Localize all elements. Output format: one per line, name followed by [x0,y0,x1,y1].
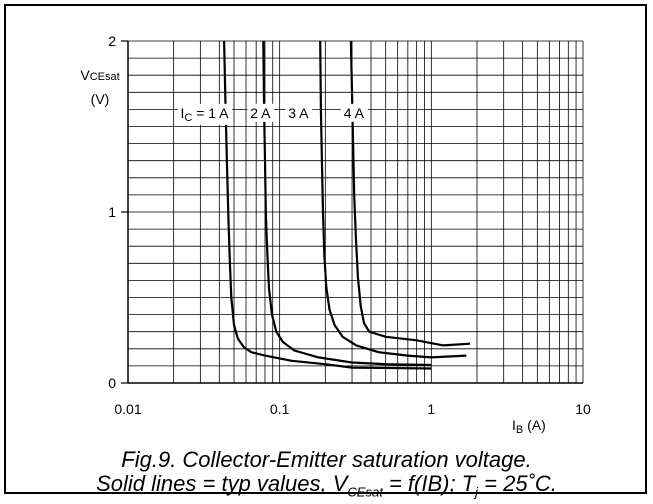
series-label: IC = 1 A [180,105,229,124]
series-label-background [285,103,313,122]
x-tick-label: 10 [575,401,591,417]
y-tick-label: 1 [108,204,116,220]
series-line [223,40,432,370]
x-tick-label: 0.1 [270,401,290,417]
y-axis-label: VCEsat [80,67,119,83]
series-label-background [340,103,368,122]
series-line [319,40,467,359]
series-label: 3 A [288,105,309,121]
series-line [262,40,432,367]
figure-caption-title: Fig.9. Collector-Emitter saturation volt… [121,447,532,472]
x-tick-label: 0.01 [114,401,141,417]
y-tick-label: 0 [108,375,116,391]
series-line [349,40,471,347]
x-axis-label: IB (A) [512,417,546,436]
figure-caption-description: Solid lines = typ values, VCEsat = f(IB)… [0,472,653,504]
caption-text-c: = 25˚C. [478,471,557,496]
caption-text-b: = f(IB); T [382,471,476,496]
caption-sub-tj: j [475,484,479,500]
y-axis-unit: (V) [91,91,110,107]
caption-sub-vcesat: CEsat [347,484,383,500]
x-tick-label: 1 [427,401,435,417]
caption-text-a: Solid lines = typ values, V [96,471,348,496]
series-label: 2 A [250,105,271,121]
series-label-background [177,103,233,125]
y-tick-label: 2 [108,33,116,49]
series-label-background [247,103,275,122]
series-label: 4 A [344,105,365,121]
